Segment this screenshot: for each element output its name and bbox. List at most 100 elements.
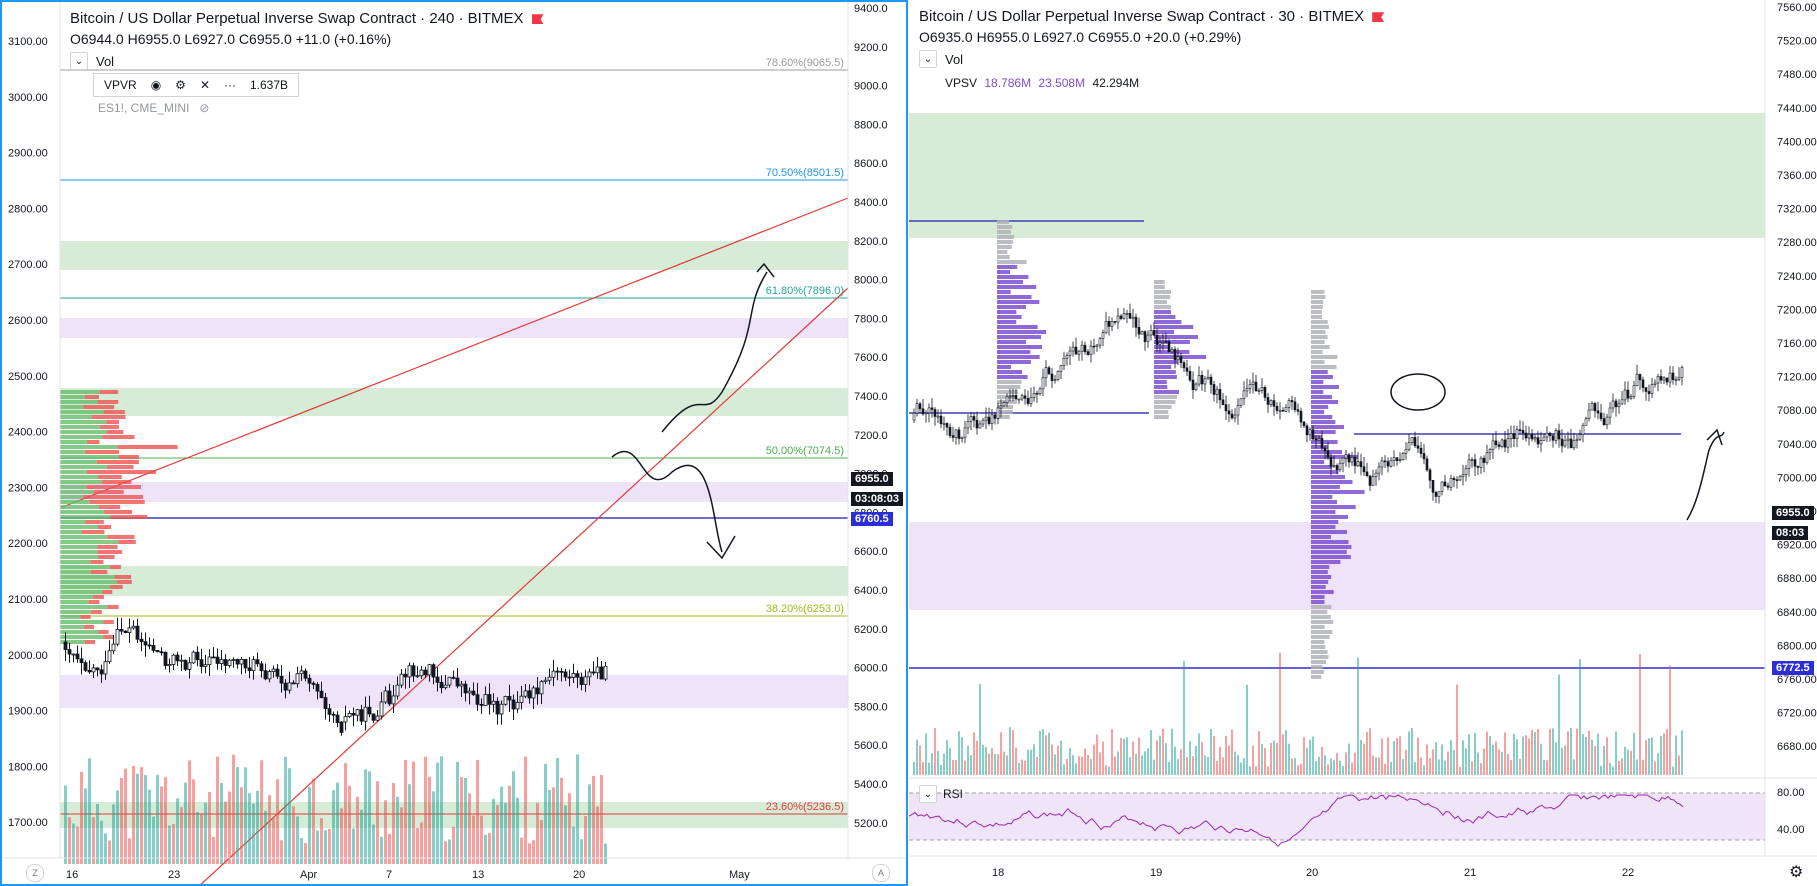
volume-bar bbox=[1270, 743, 1272, 775]
vp-bar bbox=[1154, 385, 1168, 389]
candle-body bbox=[1347, 454, 1351, 463]
candle-body bbox=[1629, 396, 1633, 399]
candle-body bbox=[996, 407, 1000, 419]
zone-band bbox=[909, 522, 1765, 610]
vp-bar bbox=[1311, 595, 1325, 599]
zoom-button[interactable]: Z bbox=[26, 864, 44, 882]
volume-bar bbox=[524, 756, 527, 864]
volume-bar bbox=[1198, 733, 1200, 775]
candle-body bbox=[1647, 391, 1651, 394]
volume-bar bbox=[596, 806, 599, 864]
candle-body bbox=[1578, 434, 1582, 440]
candle-body bbox=[479, 703, 484, 706]
drawn-arrow-up bbox=[661, 271, 768, 433]
vp-bar bbox=[997, 330, 1047, 334]
right-axis-label: 7800.0 bbox=[854, 313, 888, 325]
volume-bar bbox=[1006, 755, 1008, 775]
vol-indicator-row[interactable]: ⌄ Vol bbox=[70, 52, 114, 70]
chart-pane-left[interactable]: 78.60%(9065.5) 70.50%(8501.5) 61.80%(7896.… bbox=[0, 0, 908, 886]
volume-bar bbox=[308, 786, 311, 864]
candle-body bbox=[1470, 459, 1474, 461]
auto-scale-button[interactable]: A bbox=[872, 864, 890, 882]
vp-bar bbox=[1154, 405, 1172, 409]
volume-bar bbox=[380, 836, 383, 864]
volume-bar bbox=[1675, 735, 1677, 775]
candle-body bbox=[475, 694, 480, 705]
compare-symbol-row[interactable]: ES1!, CME_MINI ⊘ bbox=[98, 101, 209, 115]
volume-bar bbox=[1651, 737, 1653, 775]
volume-bar bbox=[1441, 744, 1443, 775]
vp-bar bbox=[1311, 300, 1324, 304]
vp-bar bbox=[1311, 635, 1330, 639]
candle-body bbox=[171, 654, 176, 665]
fib-level-label: 50.00%(7074.5) bbox=[766, 445, 844, 457]
volume-bar bbox=[460, 777, 463, 864]
rsi-indicator-row[interactable]: ⌄ RSI bbox=[919, 785, 963, 803]
volume-bar bbox=[568, 793, 571, 864]
volume-bar bbox=[1384, 763, 1386, 775]
volume-bar bbox=[1468, 734, 1470, 775]
vp-bar-down bbox=[87, 440, 100, 444]
right-axis-label: 7200.0 bbox=[854, 430, 888, 442]
candle-body bbox=[1218, 389, 1222, 401]
chart-pane-right[interactable]: 7560.00 7520.00 7480.00 7440.00 7400.00 7360.… bbox=[909, 0, 1817, 886]
vp-bar bbox=[1311, 330, 1326, 334]
gear-icon[interactable]: ⚙ bbox=[175, 78, 186, 92]
volume-bar bbox=[928, 762, 930, 775]
eye-icon[interactable]: ◉ bbox=[150, 78, 162, 92]
vp-bar-up bbox=[60, 575, 115, 579]
volume-bar bbox=[356, 796, 359, 864]
volume-bar bbox=[916, 739, 918, 775]
candle-body bbox=[1461, 474, 1465, 477]
candle-body bbox=[1185, 367, 1189, 372]
flag-icon[interactable] bbox=[1372, 12, 1385, 23]
volume-bar bbox=[1582, 734, 1584, 775]
candle-body bbox=[207, 656, 212, 666]
candle-body bbox=[1071, 346, 1075, 352]
volume-bar bbox=[164, 777, 167, 864]
price-chart-right[interactable]: 7560.00 7520.00 7480.00 7440.00 7400.00 7360.… bbox=[909, 0, 1817, 886]
volume-bar bbox=[1279, 652, 1281, 775]
right-axis-label: 9200.0 bbox=[854, 42, 888, 54]
indicator-toolbar[interactable]: VPVR ◉ ⚙ ✕ ··· 1.637B bbox=[93, 73, 300, 97]
gear-icon[interactable]: ⚙ bbox=[1789, 864, 1804, 881]
candle-body bbox=[267, 671, 272, 680]
candle-body bbox=[399, 673, 404, 686]
candle-body bbox=[1239, 398, 1243, 406]
chevron-down-icon[interactable]: ⌄ bbox=[919, 50, 937, 68]
chevron-down-icon[interactable]: ⌄ bbox=[70, 52, 88, 70]
vp-bar bbox=[1311, 375, 1333, 379]
flag-icon[interactable] bbox=[531, 14, 544, 25]
volume-bar bbox=[340, 808, 343, 864]
candle-body bbox=[1245, 388, 1249, 392]
volume-bar bbox=[1135, 753, 1137, 775]
vpvr-label[interactable]: VPVR bbox=[104, 78, 137, 92]
volume-bar bbox=[432, 791, 435, 864]
volume-bar bbox=[1351, 762, 1353, 775]
chevron-down-icon[interactable]: ⌄ bbox=[919, 785, 937, 803]
close-icon[interactable]: ✕ bbox=[199, 78, 210, 92]
vp-bar-up bbox=[60, 470, 87, 474]
volume-bar bbox=[1153, 759, 1155, 775]
volume-bar bbox=[1120, 737, 1122, 775]
vol-indicator-row[interactable]: ⌄ Vol bbox=[919, 50, 963, 68]
volume-bar bbox=[328, 829, 331, 864]
trend-line-upper bbox=[59, 197, 849, 509]
volume-bar bbox=[160, 786, 163, 864]
vp-bar-up bbox=[60, 405, 84, 409]
candle-body bbox=[933, 409, 937, 417]
volume-bar bbox=[1573, 759, 1575, 775]
volume-bar bbox=[1273, 740, 1275, 775]
hidden-eye-icon[interactable]: ⊘ bbox=[199, 101, 210, 115]
volume-bar bbox=[1210, 729, 1212, 775]
candle-body bbox=[139, 638, 144, 643]
candle-body bbox=[1566, 438, 1570, 441]
volume-bar bbox=[256, 790, 259, 864]
more-icon[interactable]: ··· bbox=[224, 78, 236, 92]
candle-body bbox=[1365, 471, 1369, 477]
vp-bar bbox=[1311, 575, 1332, 579]
candle-body bbox=[315, 684, 320, 692]
x-axis-label: 16 bbox=[66, 869, 78, 881]
volume-bar bbox=[1414, 762, 1416, 775]
price-chart-left[interactable]: 78.60%(9065.5) 70.50%(8501.5) 61.80%(7896.… bbox=[2, 2, 908, 886]
